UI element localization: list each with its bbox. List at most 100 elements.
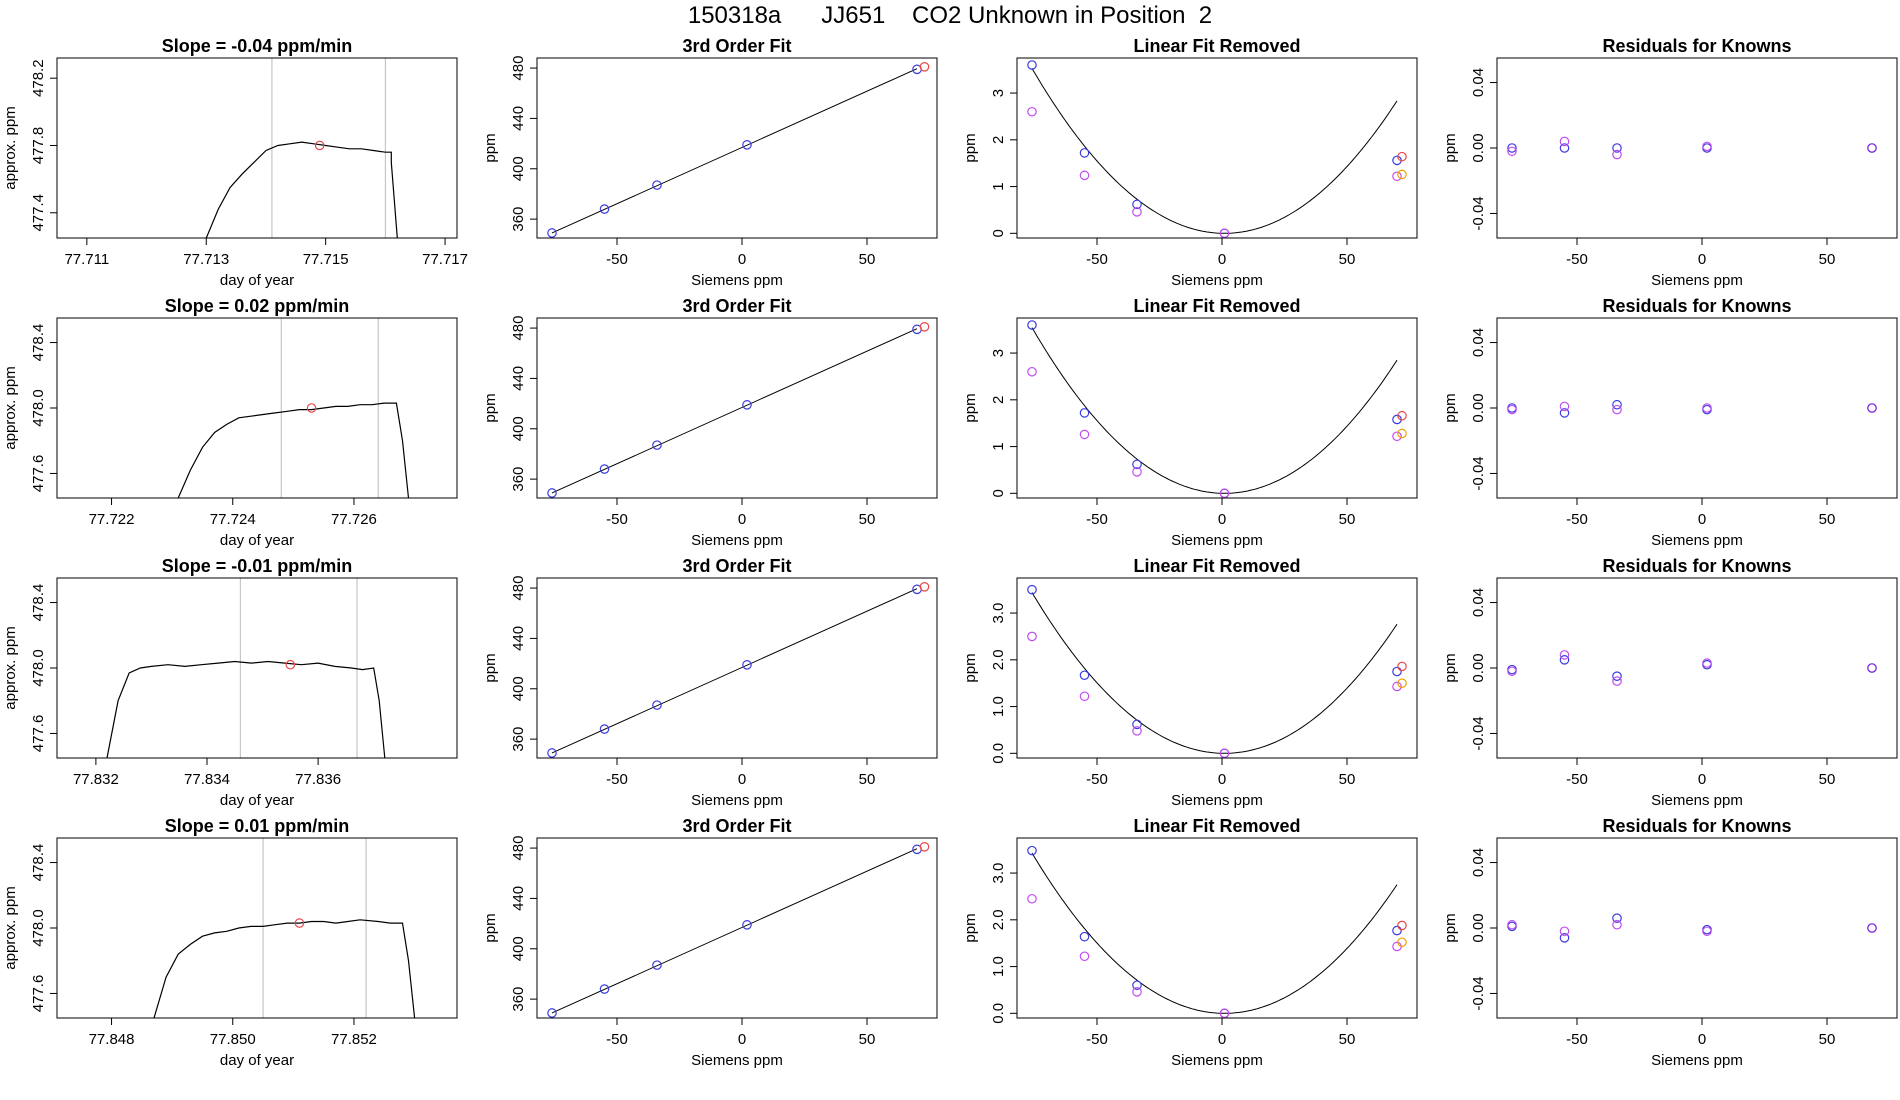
data-point [1612,149,1622,160]
y-axis-label: ppm [1442,393,1459,422]
data-point [742,920,752,930]
panel-2-1: 3rd Order Fit -50 0 50 360 400 440 480 Siemens p… [482,556,938,809]
data-point [1559,136,1570,147]
data-point [1559,401,1570,412]
panel-title: Residuals for Knowns [1602,296,1791,316]
panel-frame [56,837,458,1019]
x-tick-label: -50 [606,511,628,528]
data-point [1397,661,1407,672]
y-axis-label: ppm [482,653,499,682]
x-tick-label: 77.848 [89,1031,135,1048]
data-point [652,700,662,710]
data-point [1392,431,1402,442]
data-point [1559,655,1570,665]
y-tick-label: 440 [510,106,527,131]
y-axis-label: approx. ppm [2,106,19,189]
panel-1-3: Residuals for Knowns -50 0 50 -0.04 0.00 0.04 S… [1442,296,1898,549]
y-axis-label: ppm [1442,133,1459,162]
plot-area [205,140,398,238]
panel-frame [536,57,938,239]
y-tick-label: 0.00 [1470,393,1487,422]
y-tick-label: 1.0 [990,696,1007,717]
x-axis-label: Siemens ppm [1651,792,1743,809]
plot-area [547,322,930,498]
x-axis-label: Siemens ppm [1171,1052,1263,1069]
y-tick-label: 0.00 [1470,133,1487,162]
x-tick-label: 0 [738,771,746,788]
x-tick-label: 0 [1218,771,1226,788]
data-point [1079,170,1090,181]
figure-title: 150318a JJ651 CO2 Unknown in Position 2 [687,2,1213,29]
data-point [1612,671,1622,681]
y-tick-label: 360 [510,467,527,492]
y-tick-label: 478.4 [30,324,47,362]
x-axis-label: Siemens ppm [691,532,783,549]
y-tick-label: 477.8 [30,127,47,165]
data-point [1392,925,1402,936]
x-tick-label: 50 [859,1031,876,1048]
data-point [1559,933,1570,943]
plot-area [1507,136,1877,160]
data-point [1612,676,1622,686]
y-tick-label: 0.0 [990,1003,1007,1024]
plot-area [547,842,930,1018]
data-point [1132,726,1142,736]
data-point [919,842,930,852]
x-tick-label: 50 [859,511,876,528]
y-tick-label: 440 [510,886,527,911]
y-tick-label: 0.0 [990,743,1007,764]
data-point [1132,467,1142,477]
x-axis-label: Siemens ppm [1651,272,1743,289]
data-point [1702,403,1712,413]
x-axis-label: Siemens ppm [1651,1052,1743,1069]
data-point [1867,663,1877,673]
x-tick-label: -50 [1086,1031,1108,1048]
x-tick-label: -50 [1086,251,1108,268]
panel-frame [56,577,458,759]
x-axis-label: day of year [220,532,294,549]
data-series-line [153,919,416,1018]
x-tick-label: -50 [606,1031,628,1048]
data-point [1397,678,1407,688]
plot-area [547,62,930,238]
sample-marker-point [314,140,325,151]
x-tick-label: -50 [1566,511,1588,528]
y-axis-label: approx. ppm [2,626,19,709]
y-axis-label: ppm [482,393,499,422]
panel-title: Slope = -0.04 ppm/min [162,36,353,56]
fit-line [551,68,918,234]
data-point [919,62,930,72]
y-axis-label: ppm [962,653,979,682]
data-point [1079,408,1090,418]
data-point [1027,366,1037,377]
plot-area [153,918,416,1018]
data-point [1027,631,1037,642]
panel-frame [1016,57,1418,239]
x-tick-label: 50 [1819,771,1836,788]
x-axis-label: Siemens ppm [691,792,783,809]
data-point [652,440,662,450]
plot-area [106,659,386,758]
y-axis-label: ppm [482,913,499,942]
x-tick-label: -50 [1566,1031,1588,1048]
panel-frame [1496,57,1898,239]
data-point [1867,143,1877,153]
y-tick-label: 0.04 [1470,848,1487,877]
y-axis-label: ppm [962,913,979,942]
panel-3-2: Linear Fit Removed -50 0 50 0.0 1.0 2.0 3.0 Siem… [962,816,1418,1069]
plot-area [1507,913,1877,943]
data-point [1559,408,1570,418]
data-point [1027,584,1037,595]
y-tick-label: -0.04 [1470,976,1487,1010]
y-axis-label: ppm [1442,653,1459,682]
fit-line [551,328,918,494]
y-axis-label: approx. ppm [2,886,19,969]
data-point [1559,143,1570,153]
plot-area [547,582,930,758]
y-tick-label: 0.04 [1470,588,1487,617]
panel-frame [1016,577,1418,759]
y-tick-label: 2 [990,136,1007,144]
y-tick-label: 440 [510,626,527,651]
data-point [547,1008,557,1018]
